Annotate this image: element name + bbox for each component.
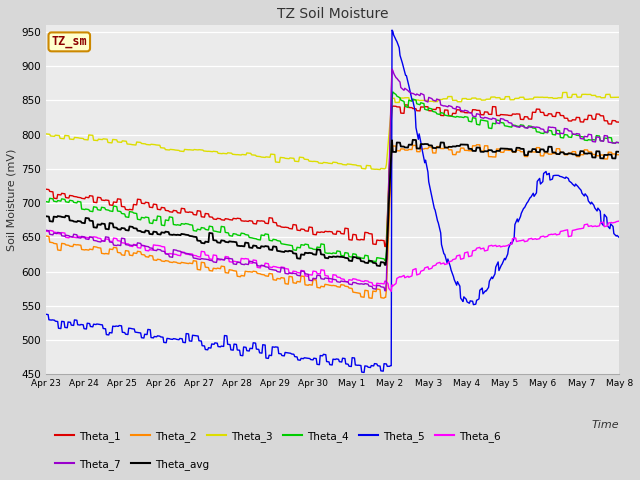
Theta_3 <box>111 137 119 143</box>
Theta_2 <box>200 260 207 265</box>
Theta_3 <box>616 95 623 100</box>
Theta_1 <box>616 119 623 125</box>
Theta_2 <box>42 233 49 239</box>
Theta_2 <box>403 147 411 153</box>
Theta_3 <box>170 147 177 153</box>
Theta_1 <box>111 199 119 205</box>
Theta_1 <box>42 186 49 192</box>
Theta_2 <box>616 152 623 157</box>
Theta_1 <box>170 207 177 213</box>
Theta_avg <box>403 144 411 150</box>
Theta_6 <box>387 288 395 294</box>
Line: Theta_1: Theta_1 <box>45 105 620 247</box>
Theta_5 <box>170 336 177 342</box>
Title: TZ Soil Moisture: TZ Soil Moisture <box>277 7 388 21</box>
Theta_1 <box>382 244 390 250</box>
Theta_1 <box>52 196 60 202</box>
Theta_5 <box>52 318 60 324</box>
Theta_avg <box>616 149 623 155</box>
Theta_6 <box>420 267 428 273</box>
Theta_2 <box>170 259 177 264</box>
Y-axis label: Soil Moisture (mV): Soil Moisture (mV) <box>7 148 17 251</box>
Theta_1 <box>404 102 412 108</box>
Theta_2 <box>368 296 376 301</box>
Theta_4 <box>200 225 207 231</box>
Theta_avg <box>409 137 417 143</box>
Theta_3 <box>52 132 60 138</box>
Theta_2 <box>473 142 481 148</box>
Theta_6 <box>403 274 411 279</box>
Theta_5 <box>616 235 623 240</box>
Theta_2 <box>52 241 60 247</box>
Theta_4 <box>368 259 376 265</box>
Theta_avg <box>421 141 429 147</box>
Theta_3 <box>42 131 49 137</box>
Theta_3 <box>420 97 428 103</box>
Theta_3 <box>563 90 571 96</box>
Theta_4 <box>389 89 397 95</box>
Theta_2 <box>420 146 428 152</box>
Theta_7 <box>200 256 207 262</box>
Theta_6 <box>111 236 119 241</box>
Theta_1 <box>421 104 429 109</box>
Theta_3 <box>376 167 384 172</box>
Theta_avg <box>111 225 119 230</box>
Text: Time: Time <box>592 420 620 430</box>
Theta_7 <box>388 66 396 72</box>
Theta_7 <box>52 230 60 236</box>
Theta_7 <box>421 98 429 104</box>
Theta_6 <box>200 249 207 254</box>
Legend: Theta_7, Theta_avg: Theta_7, Theta_avg <box>51 455 213 474</box>
Theta_avg <box>376 263 384 269</box>
Theta_5 <box>421 160 429 166</box>
Line: Theta_2: Theta_2 <box>45 145 620 299</box>
Theta_2 <box>111 245 119 251</box>
Theta_avg <box>52 214 60 220</box>
Line: Theta_5: Theta_5 <box>45 30 620 372</box>
Line: Theta_avg: Theta_avg <box>45 140 620 266</box>
Theta_5 <box>360 370 368 375</box>
Theta_6 <box>170 251 177 257</box>
Theta_4 <box>170 222 177 228</box>
Theta_1 <box>401 102 408 108</box>
Theta_4 <box>616 140 623 146</box>
Theta_6 <box>52 229 60 235</box>
Theta_5 <box>388 27 396 33</box>
Theta_4 <box>404 105 412 110</box>
Line: Theta_6: Theta_6 <box>45 221 620 291</box>
Theta_4 <box>52 199 60 204</box>
Theta_7 <box>616 140 623 145</box>
Theta_5 <box>200 343 207 349</box>
Theta_4 <box>42 199 49 204</box>
Theta_avg <box>170 232 177 238</box>
Theta_6 <box>42 228 49 234</box>
Theta_4 <box>111 204 119 209</box>
Theta_5 <box>42 312 49 317</box>
Theta_4 <box>421 107 429 112</box>
Theta_3 <box>200 148 207 154</box>
Theta_7 <box>382 288 390 294</box>
Theta_5 <box>111 324 119 329</box>
Theta_5 <box>404 79 412 85</box>
Theta_7 <box>42 228 49 233</box>
Theta_3 <box>403 95 411 101</box>
Theta_7 <box>111 242 119 248</box>
Text: TZ_sm: TZ_sm <box>51 36 87 48</box>
Line: Theta_7: Theta_7 <box>45 69 620 291</box>
Line: Theta_3: Theta_3 <box>45 93 620 169</box>
Theta_avg <box>200 240 207 246</box>
Theta_7 <box>404 88 412 94</box>
Line: Theta_4: Theta_4 <box>45 92 620 262</box>
Theta_avg <box>42 213 49 219</box>
Theta_7 <box>170 247 177 252</box>
Theta_1 <box>200 214 207 220</box>
Theta_6 <box>616 218 623 224</box>
